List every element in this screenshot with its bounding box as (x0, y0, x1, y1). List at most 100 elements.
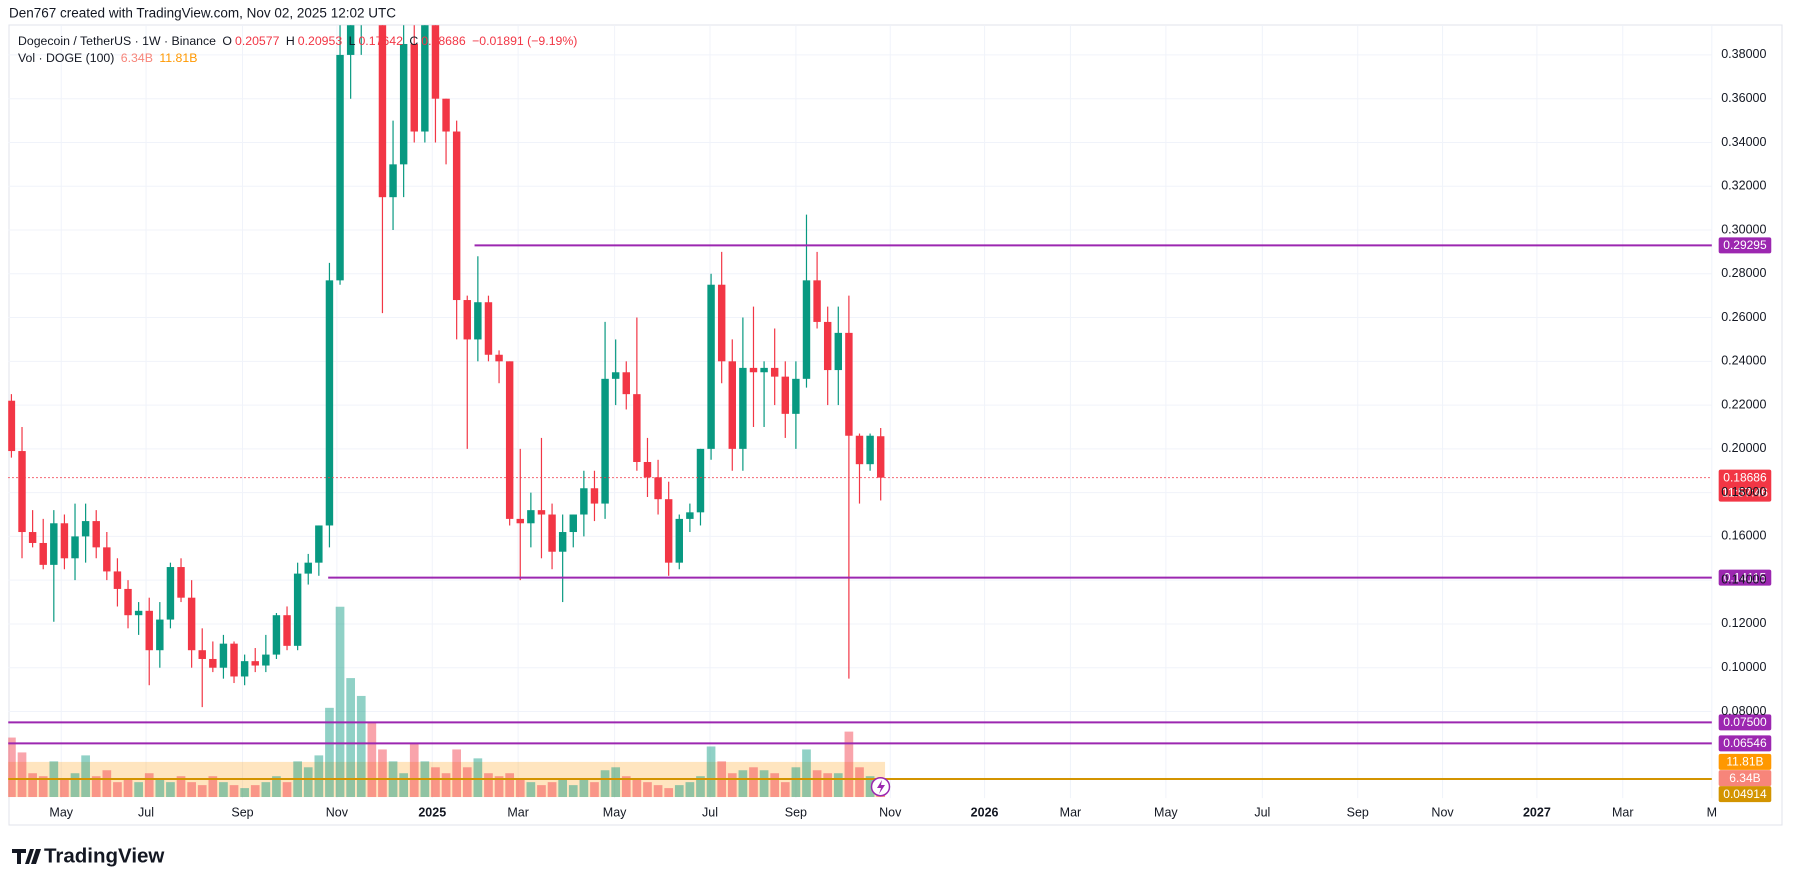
x-tick-label: Nov (879, 805, 902, 819)
candle-body (686, 512, 694, 519)
volume-last-label-box (1718, 770, 1772, 787)
y-tick-label: 0.10000 (1721, 660, 1766, 674)
candle-body (611, 372, 620, 379)
candle-body (664, 499, 673, 563)
volume-bar (314, 755, 324, 798)
x-tick-label: Jul (1254, 805, 1270, 819)
candle-body (431, 25, 440, 99)
candle-body (728, 361, 736, 449)
volume-bar (166, 782, 175, 798)
volume-bar (335, 606, 345, 798)
candle-body (71, 536, 79, 559)
candle-body (866, 435, 874, 465)
legend: Dogecoin / TetherUS · 1W · Binance O 0.20… (18, 33, 580, 67)
level-label-box (1718, 237, 1772, 254)
level-label-box (1718, 714, 1772, 731)
volume-bar (727, 773, 737, 798)
candle-body (209, 658, 217, 668)
x-tick-label: Mar (1612, 805, 1634, 819)
volume-bar (356, 695, 366, 798)
level-label-box (1718, 786, 1772, 803)
y-tick-label: 0.20000 (1721, 441, 1766, 455)
volume-bar (812, 770, 822, 798)
candle-body (251, 661, 259, 666)
volume-bar (229, 785, 239, 798)
candle-body (283, 615, 291, 646)
candle-body (717, 284, 726, 362)
candle-body (792, 378, 800, 414)
x-tick-label: M (1707, 805, 1717, 819)
volume-bar (505, 773, 515, 798)
volume-ma-label-box (1718, 753, 1772, 770)
y-tick-label: 0.08000 (1721, 704, 1766, 718)
volume-bar (431, 767, 440, 798)
candle-body (219, 643, 228, 668)
volume-bar (865, 776, 875, 798)
candle-body (92, 521, 100, 548)
volume-bar (568, 785, 578, 798)
volume-bar (494, 776, 504, 798)
y-tick-label: 0.34000 (1721, 135, 1766, 149)
y-tick-label: 0.16000 (1721, 529, 1766, 543)
volume-bar (823, 773, 833, 798)
volume-bar (643, 782, 652, 798)
volume-bar (791, 767, 801, 798)
volume-bar (749, 767, 758, 798)
volume-bar (674, 785, 684, 798)
candle-body (166, 567, 175, 620)
candle-body (315, 525, 323, 563)
candle-body (474, 302, 482, 340)
candle-body (325, 280, 334, 526)
candle-body (749, 367, 758, 373)
volume-bar (38, 776, 48, 798)
y-tick-label: 0.24000 (1721, 354, 1766, 368)
y-tick-label: 0.38000 (1721, 47, 1766, 61)
x-tick-label: Mar (1060, 805, 1082, 819)
volume-bar (240, 788, 249, 798)
volume-bar (91, 776, 101, 798)
candle-body (590, 488, 599, 504)
volume-bar (208, 776, 218, 798)
volume-bar (802, 749, 811, 798)
brand-name: TradingView (44, 844, 164, 867)
candle-body (505, 361, 514, 519)
countdown: 11:57:46 (1722, 485, 1768, 499)
level-label: 0.14115 (1724, 570, 1767, 584)
candle-body (262, 654, 270, 666)
last-price-box (1718, 469, 1772, 502)
candle-body (230, 643, 238, 677)
candle-body (39, 542, 47, 565)
x-tick-label: May (603, 805, 627, 819)
volume-bar (144, 773, 154, 798)
volume-bar (515, 779, 525, 798)
candle-body (516, 518, 524, 524)
candle-body (187, 597, 196, 651)
candle-body (675, 518, 683, 563)
volume-last-label: 6.34B (1729, 771, 1760, 785)
volume-bar (272, 776, 281, 798)
level-label: 0.29295 (1723, 238, 1767, 252)
candle-body (336, 54, 344, 281)
volume-bar (600, 770, 610, 798)
y-tick-label: 0.32000 (1721, 179, 1766, 193)
chart-frame (8, 24, 1783, 826)
volume-bar (197, 785, 207, 798)
ohlc-letter: H (285, 34, 295, 48)
candle-body (707, 284, 715, 449)
volume-bar (409, 743, 419, 798)
x-tick-label: Jul (702, 805, 718, 819)
candle-body (134, 610, 143, 616)
candle-body (177, 567, 185, 598)
candle-body (399, 43, 408, 165)
volume-bar (738, 770, 748, 798)
ohlc-value: 0.17642 (358, 34, 403, 48)
candle-body (346, 25, 355, 55)
volume-bar (558, 779, 568, 798)
candle-body (813, 280, 821, 322)
ohlc-value: 0.20577 (234, 34, 280, 48)
x-tick-label: 2026 (971, 805, 999, 819)
candle-body (103, 547, 111, 572)
y-tick-label: 0.18000 (1721, 485, 1766, 499)
volume-bar (303, 767, 313, 798)
